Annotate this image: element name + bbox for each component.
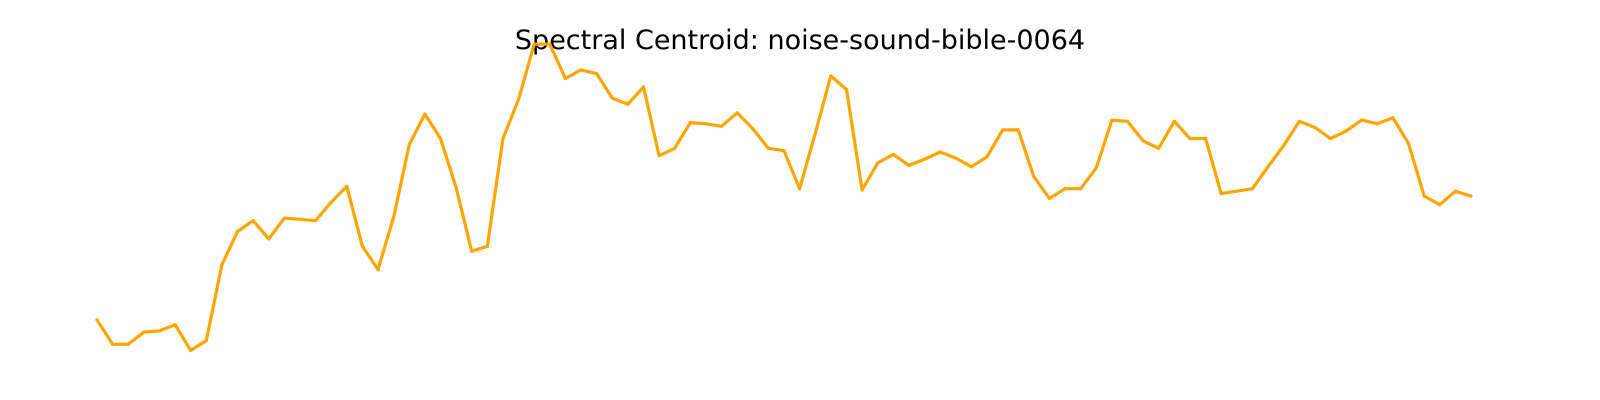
data-point (501, 136, 505, 141)
data-point (454, 185, 458, 190)
data-point (610, 96, 614, 100)
data-point (1047, 196, 1051, 201)
data-point (954, 156, 958, 160)
data-point (1219, 192, 1223, 196)
data-point (532, 42, 536, 46)
data-point (688, 121, 692, 125)
data-point (751, 127, 755, 131)
data-point (95, 318, 99, 322)
data-point (1079, 187, 1083, 191)
data-point (1438, 203, 1442, 207)
data-point (1266, 165, 1270, 169)
data-point (891, 152, 895, 156)
data-point (1250, 187, 1254, 191)
data-point (1204, 136, 1208, 141)
data-point (1360, 118, 1364, 122)
data-point (1282, 144, 1286, 148)
data-point (189, 348, 193, 352)
data-point (111, 342, 115, 346)
data-point (267, 237, 271, 241)
data-point (517, 97, 521, 101)
data-point (1125, 119, 1130, 123)
plot-area (95, 42, 1473, 352)
data-point (235, 230, 240, 234)
data-point (876, 161, 880, 165)
data-point (641, 85, 646, 89)
data-point (595, 72, 599, 76)
data-point (314, 219, 318, 223)
data-point (844, 87, 849, 92)
chart-title: Spectral Centroid: noise-sound-bible-006… (514, 25, 1086, 56)
data-point (1453, 189, 1457, 193)
data-point (1313, 125, 1317, 130)
data-point (1094, 166, 1098, 170)
data-point (907, 163, 911, 167)
data-point (1172, 119, 1176, 123)
data-point (657, 154, 661, 158)
data-point (423, 112, 427, 116)
data-point (938, 150, 942, 154)
data-point (1344, 129, 1348, 133)
data-point (204, 339, 208, 343)
data-point (1235, 189, 1239, 193)
data-point (626, 102, 630, 106)
data-point (798, 187, 802, 191)
data-point (1297, 119, 1301, 123)
data-point (829, 74, 833, 78)
data-point (392, 215, 396, 219)
data-point (298, 217, 302, 221)
data-point (345, 184, 349, 188)
data-point (173, 323, 177, 327)
data-point (704, 122, 708, 126)
data-point (1406, 141, 1411, 145)
data-point (563, 76, 568, 81)
data-point (813, 132, 817, 136)
data-point (1110, 118, 1114, 122)
data-point (782, 149, 786, 153)
data-point (1391, 116, 1395, 120)
data-point (1328, 136, 1333, 141)
data-point (1375, 122, 1379, 126)
data-point (220, 263, 224, 267)
data-point (719, 124, 724, 128)
data-point (860, 188, 864, 192)
data-point (485, 244, 489, 248)
data-point (1188, 136, 1192, 141)
data-point (969, 165, 974, 169)
data-point (329, 200, 333, 204)
data-point (142, 330, 146, 334)
data-point (1016, 128, 1020, 132)
data-point (407, 143, 411, 147)
data-point (438, 136, 443, 141)
data-point (766, 146, 771, 150)
data-point (922, 157, 927, 161)
data-point (985, 155, 989, 159)
data-point (1032, 174, 1036, 179)
data-point (735, 111, 739, 115)
data-point (1001, 128, 1005, 132)
series-line (95, 42, 1472, 352)
data-point (470, 249, 474, 253)
data-point (1141, 139, 1145, 143)
data-point (673, 146, 677, 150)
data-point (360, 244, 364, 248)
data-point (376, 268, 380, 272)
data-point (1157, 146, 1161, 150)
data-point (157, 329, 162, 333)
data-point (1469, 194, 1473, 198)
data-point (126, 342, 130, 346)
data-point (1422, 194, 1426, 198)
data-point (1063, 187, 1067, 191)
data-point (251, 219, 255, 223)
data-point (579, 68, 583, 72)
data-point (548, 42, 552, 46)
data-point (282, 216, 286, 220)
